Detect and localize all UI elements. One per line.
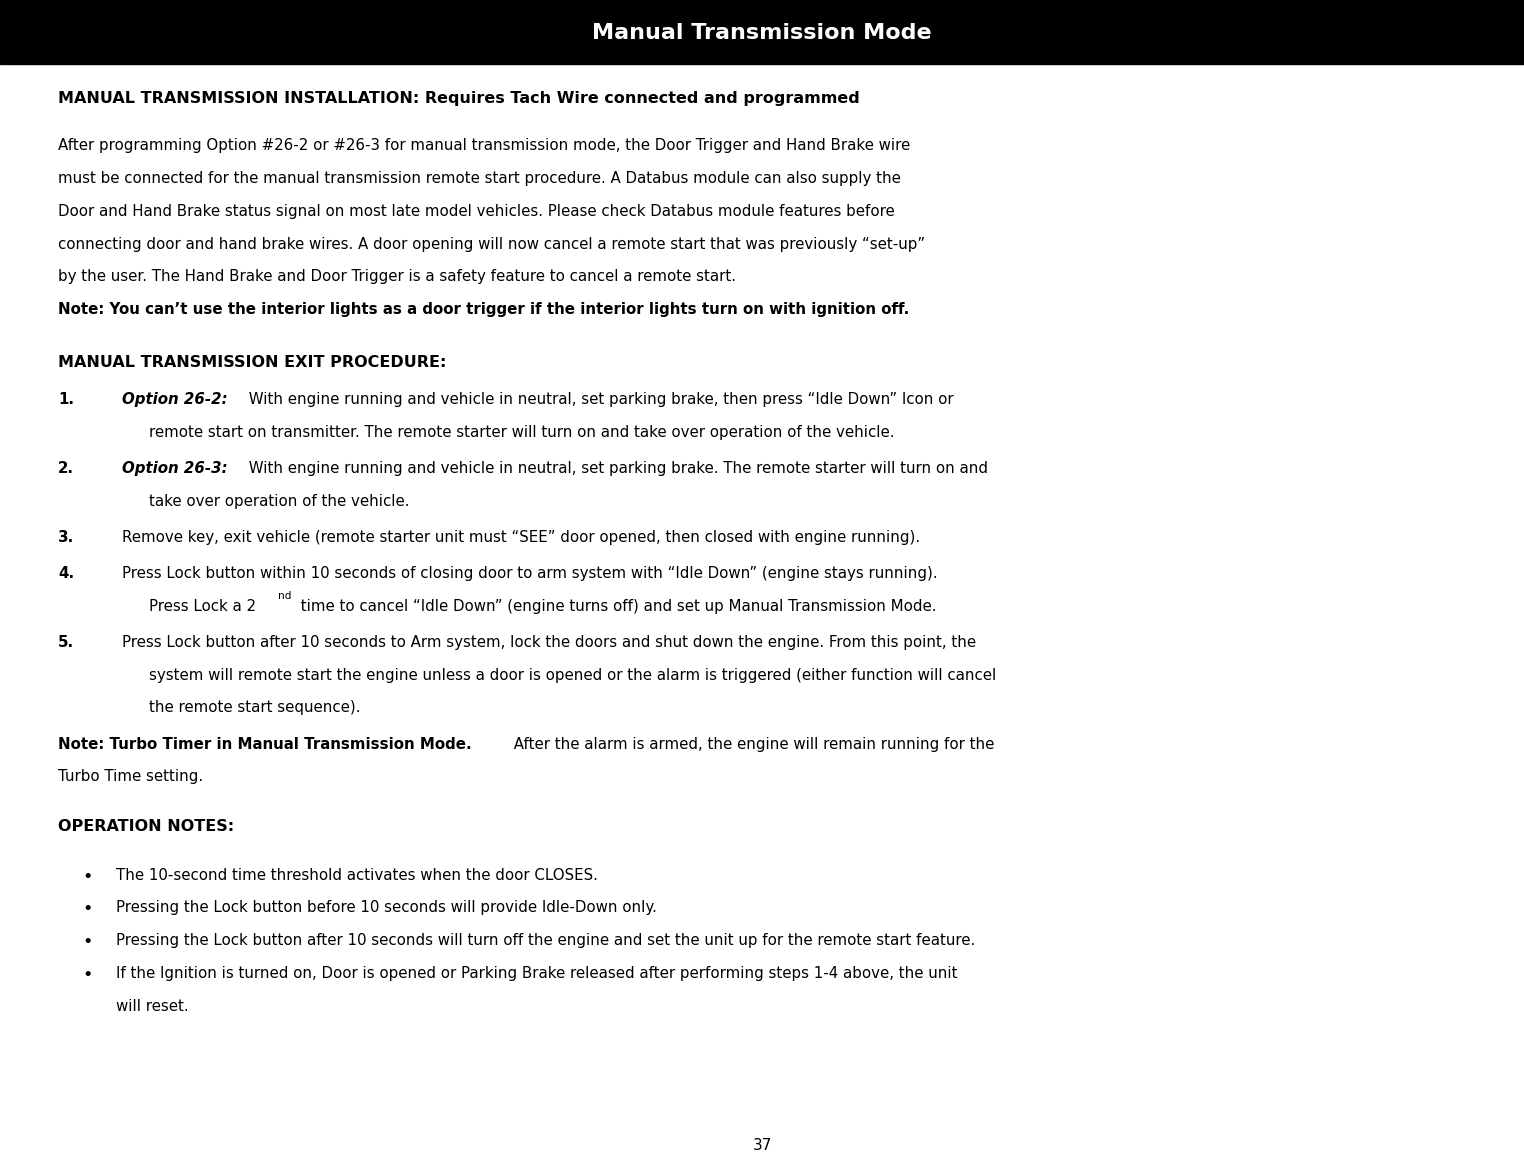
Text: Note: Turbo Timer in Manual Transmission Mode.: Note: Turbo Timer in Manual Transmission…	[58, 737, 471, 752]
Text: will reset.: will reset.	[116, 999, 189, 1014]
Text: 4.: 4.	[58, 566, 75, 581]
Text: MANUAL TRANSMISSION INSTALLATION: Requires Tach Wire connected and programmed: MANUAL TRANSMISSION INSTALLATION: Requir…	[58, 91, 860, 107]
Text: system will remote start the engine unless a door is opened or the alarm is trig: system will remote start the engine unle…	[149, 667, 997, 683]
FancyBboxPatch shape	[0, 0, 1524, 64]
Text: Note: You can’t use the interior lights as a door trigger if the interior lights: Note: You can’t use the interior lights …	[58, 302, 910, 317]
Text: MANUAL TRANSMISSION EXIT PROCEDURE:: MANUAL TRANSMISSION EXIT PROCEDURE:	[58, 355, 447, 370]
Text: Door and Hand Brake status signal on most late model vehicles. Please check Data: Door and Hand Brake status signal on mos…	[58, 204, 895, 219]
Text: •: •	[82, 900, 93, 918]
Text: After programming Option #26-2 or #26-3 for manual transmission mode, the Door T: After programming Option #26-2 or #26-3 …	[58, 138, 910, 153]
Text: must be connected for the manual transmission remote start procedure. A Databus : must be connected for the manual transmi…	[58, 171, 901, 186]
Text: After the alarm is armed, the engine will remain running for the: After the alarm is armed, the engine wil…	[509, 737, 994, 752]
Text: Press Lock button after 10 seconds to Arm system, lock the doors and shut down t: Press Lock button after 10 seconds to Ar…	[122, 635, 975, 650]
Text: The 10-second time threshold activates when the door CLOSES.: The 10-second time threshold activates w…	[116, 868, 597, 883]
Text: 3.: 3.	[58, 530, 75, 545]
Text: 1.: 1.	[58, 392, 73, 408]
Text: Manual Transmission Mode: Manual Transmission Mode	[593, 22, 931, 43]
Text: 2.: 2.	[58, 461, 73, 477]
Text: Press Lock a 2: Press Lock a 2	[149, 598, 256, 614]
Text: •: •	[82, 933, 93, 951]
Text: take over operation of the vehicle.: take over operation of the vehicle.	[149, 494, 410, 509]
Text: Press Lock button within 10 seconds of closing door to arm system with “Idle Dow: Press Lock button within 10 seconds of c…	[122, 566, 937, 581]
Text: by the user. The Hand Brake and Door Trigger is a safety feature to cancel a rem: by the user. The Hand Brake and Door Tri…	[58, 269, 741, 285]
Text: Option 26-3:: Option 26-3:	[122, 461, 227, 477]
Text: Pressing the Lock button after 10 seconds will turn off the engine and set the u: Pressing the Lock button after 10 second…	[116, 933, 975, 949]
Text: With engine running and vehicle in neutral, set parking brake, then press “Idle : With engine running and vehicle in neutr…	[244, 392, 954, 408]
Text: time to cancel “Idle Down” (engine turns off) and set up Manual Transmission Mod: time to cancel “Idle Down” (engine turns…	[296, 598, 936, 614]
Text: 5.: 5.	[58, 635, 75, 650]
Text: the remote start sequence).: the remote start sequence).	[149, 700, 361, 715]
Text: Option 26-2:: Option 26-2:	[122, 392, 227, 408]
Text: remote start on transmitter. The remote starter will turn on and take over opera: remote start on transmitter. The remote …	[149, 425, 895, 440]
Text: •: •	[82, 868, 93, 885]
Text: OPERATION NOTES:: OPERATION NOTES:	[58, 819, 235, 834]
Text: Remove key, exit vehicle (remote starter unit must “SEE” door opened, then close: Remove key, exit vehicle (remote starter…	[122, 530, 920, 545]
Text: With engine running and vehicle in neutral, set parking brake. The remote starte: With engine running and vehicle in neutr…	[244, 461, 988, 477]
Text: •: •	[82, 966, 93, 984]
Text: Turbo Time setting.: Turbo Time setting.	[58, 769, 203, 785]
Text: connecting door and hand brake wires. A door opening will now cancel a remote st: connecting door and hand brake wires. A …	[58, 237, 925, 252]
Text: 37: 37	[753, 1138, 771, 1152]
Text: nd: nd	[277, 590, 291, 601]
Text: If the Ignition is turned on, Door is opened or Parking Brake released after per: If the Ignition is turned on, Door is op…	[116, 966, 957, 981]
Text: Pressing the Lock button before 10 seconds will provide Idle-Down only.: Pressing the Lock button before 10 secon…	[116, 900, 657, 916]
